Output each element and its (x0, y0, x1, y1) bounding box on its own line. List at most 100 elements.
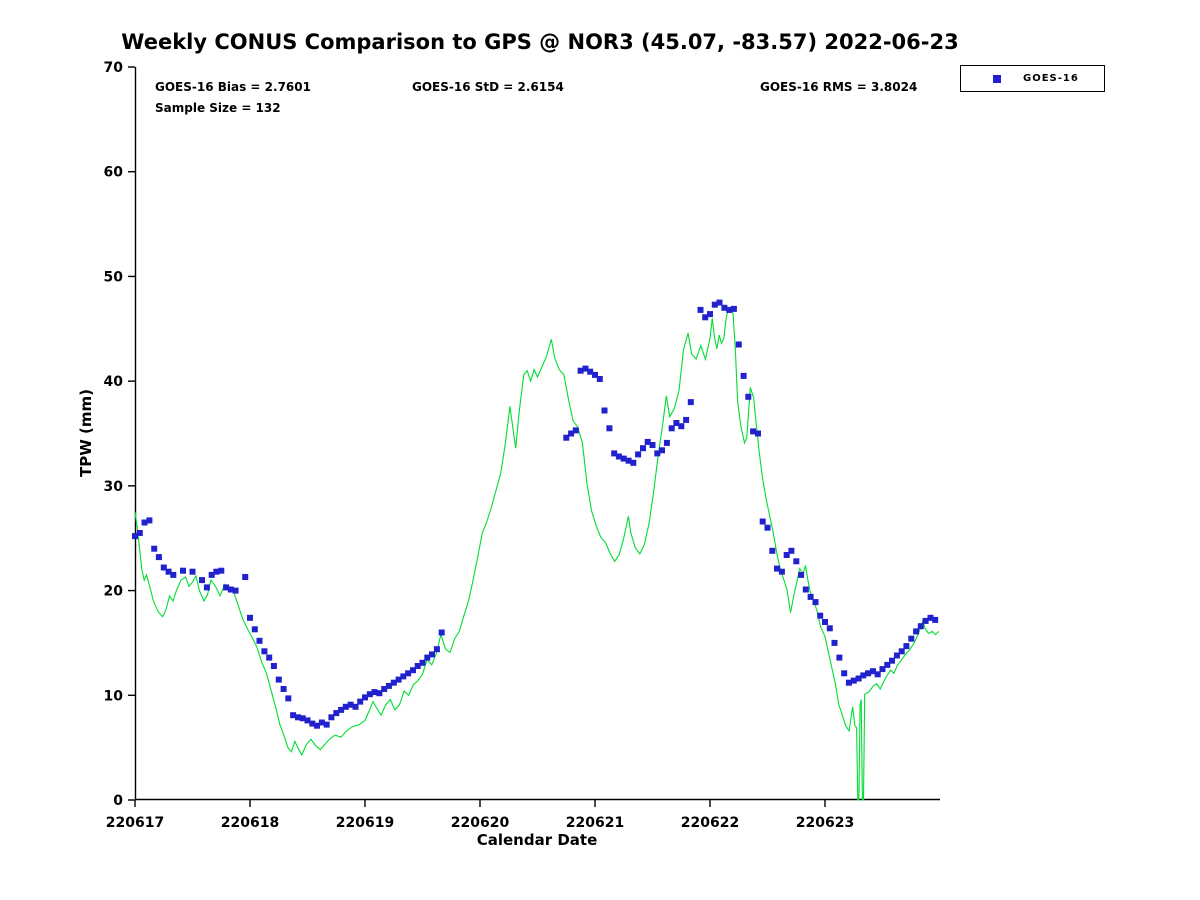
x-tick-label: 220620 (451, 815, 510, 831)
goes16-marker (362, 694, 368, 701)
goes16-marker (778, 568, 785, 575)
goes16-marker (180, 567, 186, 574)
x-tick-label: 220618 (221, 815, 279, 831)
goes16-marker (572, 427, 579, 434)
goes16-marker (721, 304, 728, 311)
goes16-marker (199, 577, 205, 584)
goes16-marker (223, 584, 230, 591)
goes16-marker (275, 676, 282, 683)
goes16-marker (132, 533, 138, 540)
goes16-marker (836, 654, 843, 661)
goes16-marker (663, 439, 670, 446)
x-tick-label: 220622 (681, 815, 739, 831)
goes16-marker (381, 686, 388, 692)
goes16-marker (299, 715, 306, 722)
goes16-marker (309, 720, 316, 727)
goes16-marker (429, 651, 435, 658)
goes16-marker (251, 626, 258, 633)
y-tick-label: 60 (104, 165, 124, 181)
goes16-marker (347, 701, 354, 708)
chart-title: Weekly CONUS Comparison to GPS @ NOR3 (4… (121, 30, 959, 54)
goes16-marker (822, 619, 828, 625)
goes16-marker (845, 679, 852, 686)
goes16-marker (323, 721, 330, 728)
goes16-marker (659, 447, 665, 454)
goes16-marker (625, 457, 632, 464)
goes16-marker (615, 453, 622, 460)
goes16-marker (563, 434, 570, 441)
goes16-marker (855, 675, 862, 682)
goes16-marker (908, 635, 915, 642)
goes16-marker (304, 717, 311, 724)
goes16-marker (903, 643, 910, 650)
goes16-marker (165, 568, 172, 575)
goes16-marker (707, 311, 713, 318)
goes16-marker (668, 425, 675, 432)
goes16-marker (338, 706, 345, 713)
goes16-marker (141, 519, 148, 526)
goes16-marker (592, 371, 598, 378)
goes16-marker (606, 425, 613, 432)
y-tick-label: 30 (104, 479, 124, 495)
goes16-marker (774, 565, 780, 572)
goes16-marker (817, 612, 824, 619)
goes16-marker (419, 659, 426, 666)
goes16-marker (218, 567, 225, 574)
std-annotation: GOES-16 StD = 2.6154 (412, 80, 564, 94)
goes16-marker (759, 518, 766, 525)
goes16-marker (352, 703, 359, 710)
goes16-marker (577, 367, 584, 374)
goes16-marker (750, 428, 757, 435)
goes16-marker (870, 668, 876, 675)
goes16-marker (424, 654, 431, 661)
goes16-marker (932, 616, 939, 623)
goes16-marker (893, 652, 900, 659)
goes16-marker (232, 587, 239, 594)
goes16-marker (342, 703, 349, 710)
goes16-marker (860, 672, 867, 679)
goes16-marker (266, 654, 273, 661)
goes16-marker (295, 714, 301, 721)
y-tick-label: 40 (104, 374, 124, 390)
goes16-marker (151, 545, 158, 552)
goes16-marker (146, 517, 153, 524)
goes16-marker (376, 690, 383, 697)
goes16-marker (831, 639, 838, 646)
goes16-marker (438, 629, 445, 636)
goes16-marker (841, 670, 848, 677)
goes16-marker (726, 306, 733, 313)
x-tick-label: 220621 (566, 815, 624, 831)
goes16-marker (807, 593, 814, 600)
goes16-legend-marker-icon (993, 74, 1001, 83)
goes16-marker (874, 671, 881, 678)
goes16-marker (654, 450, 661, 457)
goes16-marker (290, 712, 297, 719)
goes16-marker (390, 679, 397, 686)
y-tick-label: 20 (104, 584, 124, 600)
goes16-marker (371, 689, 378, 696)
goes16-marker (395, 676, 402, 683)
goes16-marker (160, 564, 167, 571)
goes16-marker (764, 524, 771, 531)
goes16-marker (640, 445, 646, 452)
y-tick-label: 70 (104, 60, 124, 76)
goes16-marker (433, 646, 440, 653)
goes16-marker (189, 568, 196, 575)
x-axis-label: Calendar Date (476, 831, 598, 849)
goes16-marker (683, 416, 690, 423)
goes16-marker (755, 430, 761, 437)
goes16-marker (314, 722, 320, 729)
goes16-marker (385, 682, 392, 689)
x-tick-label: 220617 (106, 815, 164, 831)
goes16-marker (280, 686, 287, 692)
goes16-marker (865, 670, 872, 677)
goes16-marker (793, 558, 800, 565)
goes16-marker (261, 648, 268, 655)
x-tick-label: 220619 (336, 815, 394, 831)
goes16-marker (702, 314, 709, 321)
goes16-marker (170, 571, 177, 578)
goes16-marker (213, 568, 220, 575)
goes16-marker (798, 571, 805, 578)
goes16-marker (635, 451, 642, 458)
goes16-marker (889, 657, 895, 664)
